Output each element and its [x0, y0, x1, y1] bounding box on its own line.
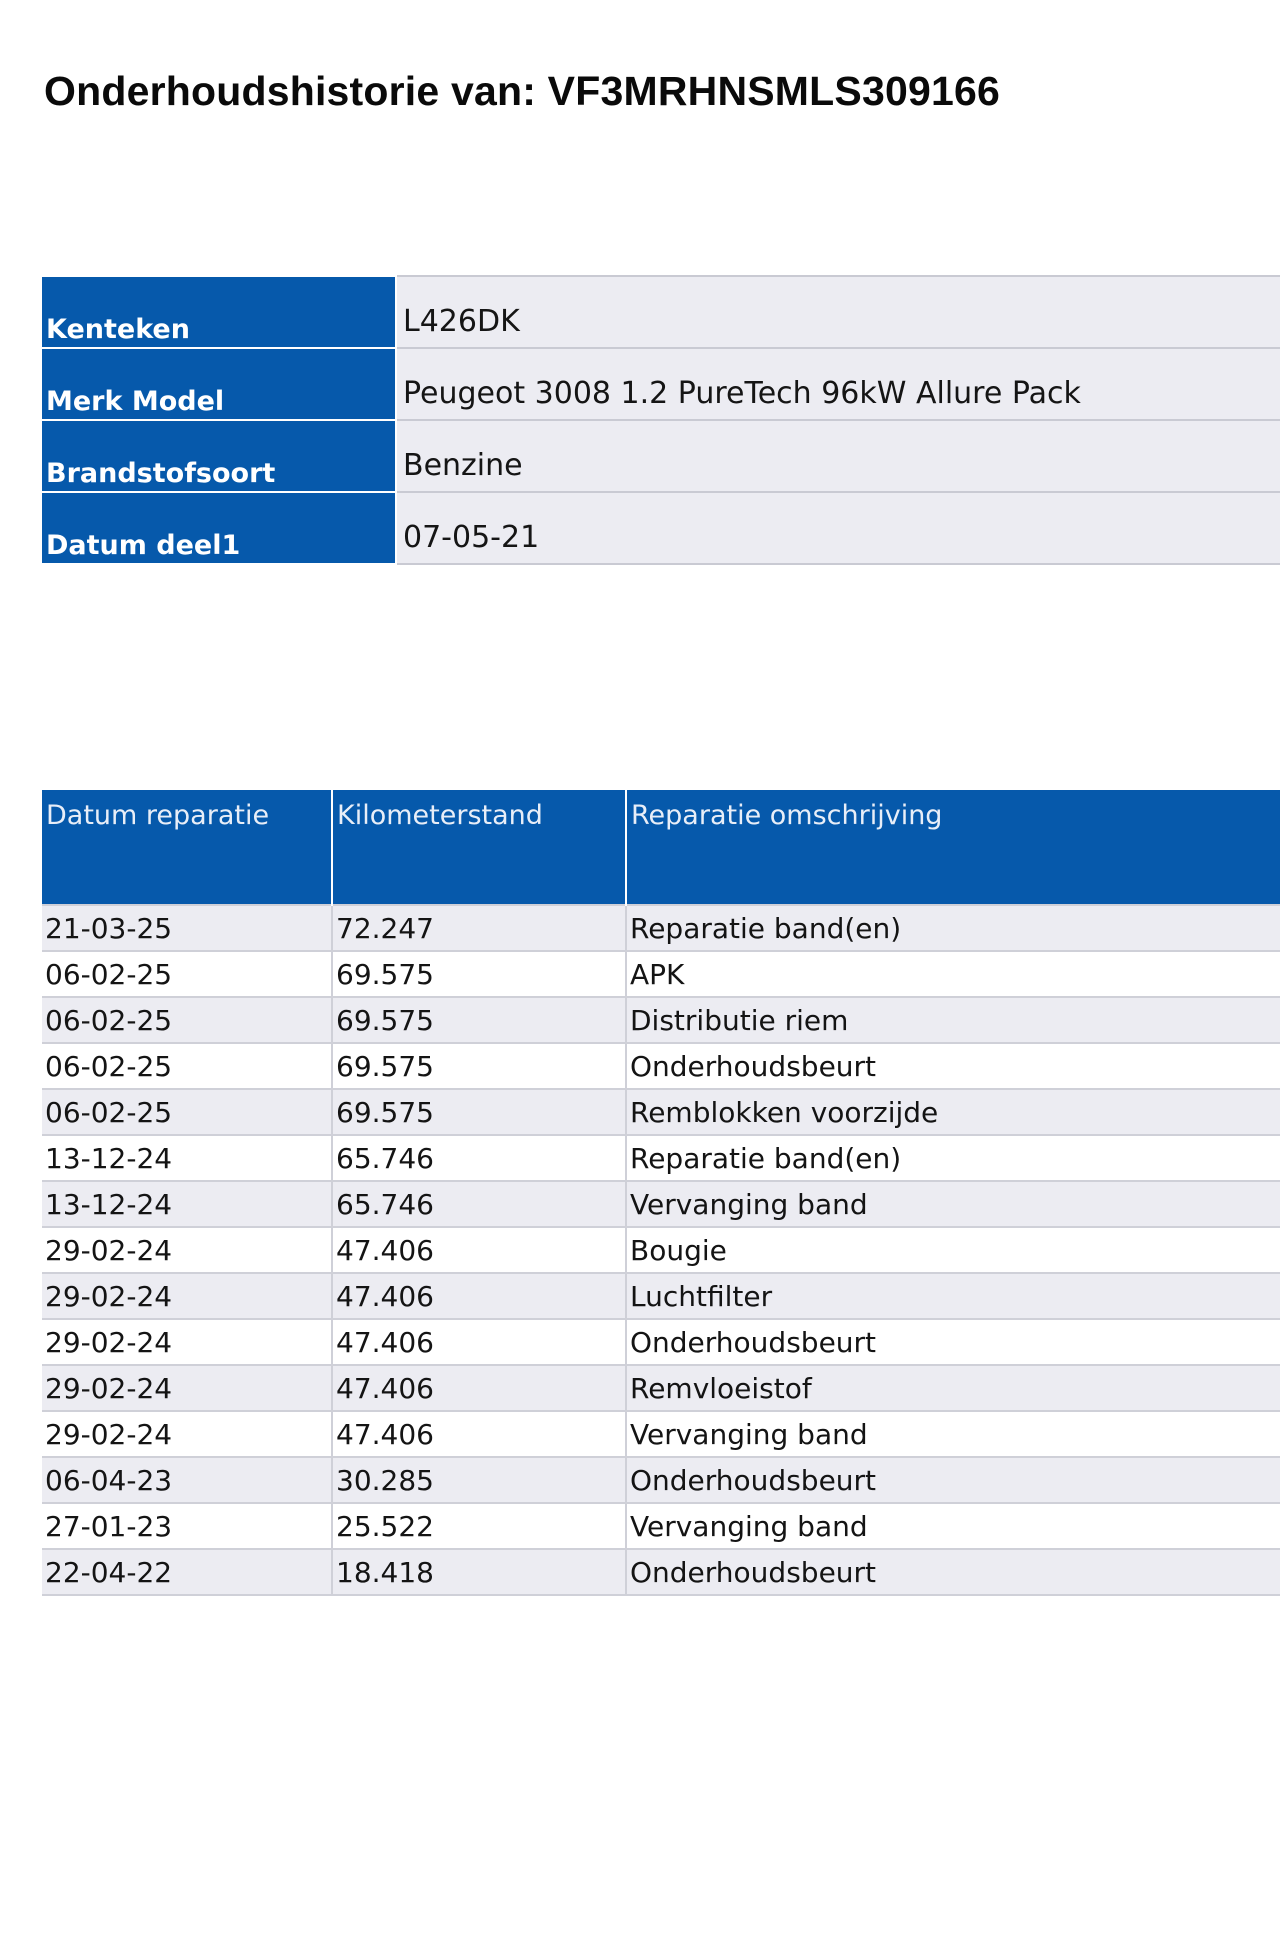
history-cell-description: Remvloeistof — [626, 1364, 1280, 1412]
history-cell-date: 06-02-25 — [42, 1088, 333, 1136]
table-row: 29-02-24 47.406 Vervanging band — [42, 1410, 1280, 1458]
history-cell-description: APK — [626, 950, 1280, 998]
vehicle-info-label: Brandstofsoort — [42, 419, 397, 493]
history-cell-mileage: 18.418 — [332, 1548, 627, 1596]
history-cell-mileage: 47.406 — [332, 1364, 627, 1412]
history-cell-date: 29-02-24 — [42, 1364, 333, 1412]
history-cell-date: 06-04-23 — [42, 1456, 333, 1504]
history-cell-mileage: 72.247 — [332, 904, 627, 952]
history-cell-description: Vervanging band — [626, 1502, 1280, 1550]
history-cell-date: 29-02-24 — [42, 1318, 333, 1366]
history-cell-date: 06-02-25 — [42, 1042, 333, 1090]
history-cell-mileage: 47.406 — [332, 1318, 627, 1366]
history-cell-date: 29-02-24 — [42, 1410, 333, 1458]
history-cell-description: Onderhoudsbeurt — [626, 1548, 1280, 1596]
history-cell-description: Vervanging band — [626, 1410, 1280, 1458]
history-cell-mileage: 30.285 — [332, 1456, 627, 1504]
vehicle-info-row: Datum deel1 07-05-21 — [42, 491, 1280, 565]
history-cell-description: Bougie — [626, 1226, 1280, 1274]
history-cell-description: Reparatie band(en) — [626, 1134, 1280, 1182]
history-cell-date: 27-01-23 — [42, 1502, 333, 1550]
column-header-date: Datum reparatie — [42, 790, 333, 905]
history-cell-description: Onderhoudsbeurt — [626, 1042, 1280, 1090]
vehicle-info-value: Benzine — [396, 419, 1280, 493]
history-cell-description: Onderhoudsbeurt — [626, 1456, 1280, 1504]
table-row: 29-02-24 47.406 Remvloeistof — [42, 1364, 1280, 1412]
table-row: 06-02-25 69.575 APK — [42, 950, 1280, 998]
history-cell-mileage: 47.406 — [332, 1410, 627, 1458]
history-cell-date: 21-03-25 — [42, 904, 333, 952]
table-row: 13-12-24 65.746 Vervanging band — [42, 1180, 1280, 1228]
column-header-description: Reparatie omschrijving — [626, 790, 1280, 905]
history-cell-mileage: 65.746 — [332, 1134, 627, 1182]
history-cell-mileage: 47.406 — [332, 1226, 627, 1274]
history-cell-date: 06-02-25 — [42, 996, 333, 1044]
vehicle-info-label: Datum deel1 — [42, 491, 397, 565]
history-body: 21-03-25 72.247 Reparatie band(en) 06-02-25… — [42, 904, 1280, 1596]
vehicle-info-value: Peugeot 3008 1.2 PureTech 96kW Allure Pa… — [396, 347, 1280, 421]
table-row: 29-02-24 47.406 Bougie — [42, 1226, 1280, 1274]
history-cell-description: Remblokken voorzijde — [626, 1088, 1280, 1136]
history-cell-mileage: 69.575 — [332, 950, 627, 998]
column-header-mileage: Kilometerstand — [332, 790, 627, 905]
history-cell-date: 13-12-24 — [42, 1180, 333, 1228]
table-row: 06-02-25 69.575 Onderhoudsbeurt — [42, 1042, 1280, 1090]
vehicle-info-value: L426DK — [396, 275, 1280, 349]
table-row: 21-03-25 72.247 Reparatie band(en) — [42, 904, 1280, 952]
table-row: 29-02-24 47.406 Onderhoudsbeurt — [42, 1318, 1280, 1366]
vehicle-info-row: Kenteken L426DK — [42, 275, 1280, 349]
history-cell-mileage: 69.575 — [332, 1088, 627, 1136]
history-cell-description: Onderhoudsbeurt — [626, 1318, 1280, 1366]
vehicle-info-row: Brandstofsoort Benzine — [42, 419, 1280, 493]
history-cell-mileage: 69.575 — [332, 1042, 627, 1090]
table-row: 06-02-25 69.575 Distributie riem — [42, 996, 1280, 1044]
history-cell-description: Reparatie band(en) — [626, 904, 1280, 952]
vehicle-info-value: 07-05-21 — [396, 491, 1280, 565]
vehicle-info-label: Merk Model — [42, 347, 397, 421]
history-cell-description: Luchtfilter — [626, 1272, 1280, 1320]
history-cell-date: 06-02-25 — [42, 950, 333, 998]
table-row: 06-02-25 69.575 Remblokken voorzijde — [42, 1088, 1280, 1136]
table-row: 22-04-22 18.418 Onderhoudsbeurt — [42, 1548, 1280, 1596]
table-row: 06-04-23 30.285 Onderhoudsbeurt — [42, 1456, 1280, 1504]
table-row: 29-02-24 47.406 Luchtfilter — [42, 1272, 1280, 1320]
history-cell-date: 13-12-24 — [42, 1134, 333, 1182]
table-row: 13-12-24 65.746 Reparatie band(en) — [42, 1134, 1280, 1182]
history-cell-mileage: 25.522 — [332, 1502, 627, 1550]
page-title: Onderhoudshistorie van: VF3MRHNSMLS30916… — [44, 68, 1000, 114]
history-cell-date: 29-02-24 — [42, 1226, 333, 1274]
history-cell-date: 29-02-24 — [42, 1272, 333, 1320]
history-cell-mileage: 65.746 — [332, 1180, 627, 1228]
history-cell-date: 22-04-22 — [42, 1548, 333, 1596]
history-cell-description: Vervanging band — [626, 1180, 1280, 1228]
table-row: 27-01-23 25.522 Vervanging band — [42, 1502, 1280, 1550]
history-cell-description: Distributie riem — [626, 996, 1280, 1044]
maintenance-history-table: Datum reparatie Kilometerstand Reparatie… — [42, 790, 1280, 1596]
vehicle-info-row: Merk Model Peugeot 3008 1.2 PureTech 96k… — [42, 347, 1280, 421]
history-cell-mileage: 47.406 — [332, 1272, 627, 1320]
vehicle-info-label: Kenteken — [42, 275, 397, 349]
history-cell-mileage: 69.575 — [332, 996, 627, 1044]
history-header-row: Datum reparatie Kilometerstand Reparatie… — [42, 790, 1280, 905]
vehicle-info-table: Kenteken L426DK Merk Model Peugeot 3008 … — [42, 275, 1280, 565]
